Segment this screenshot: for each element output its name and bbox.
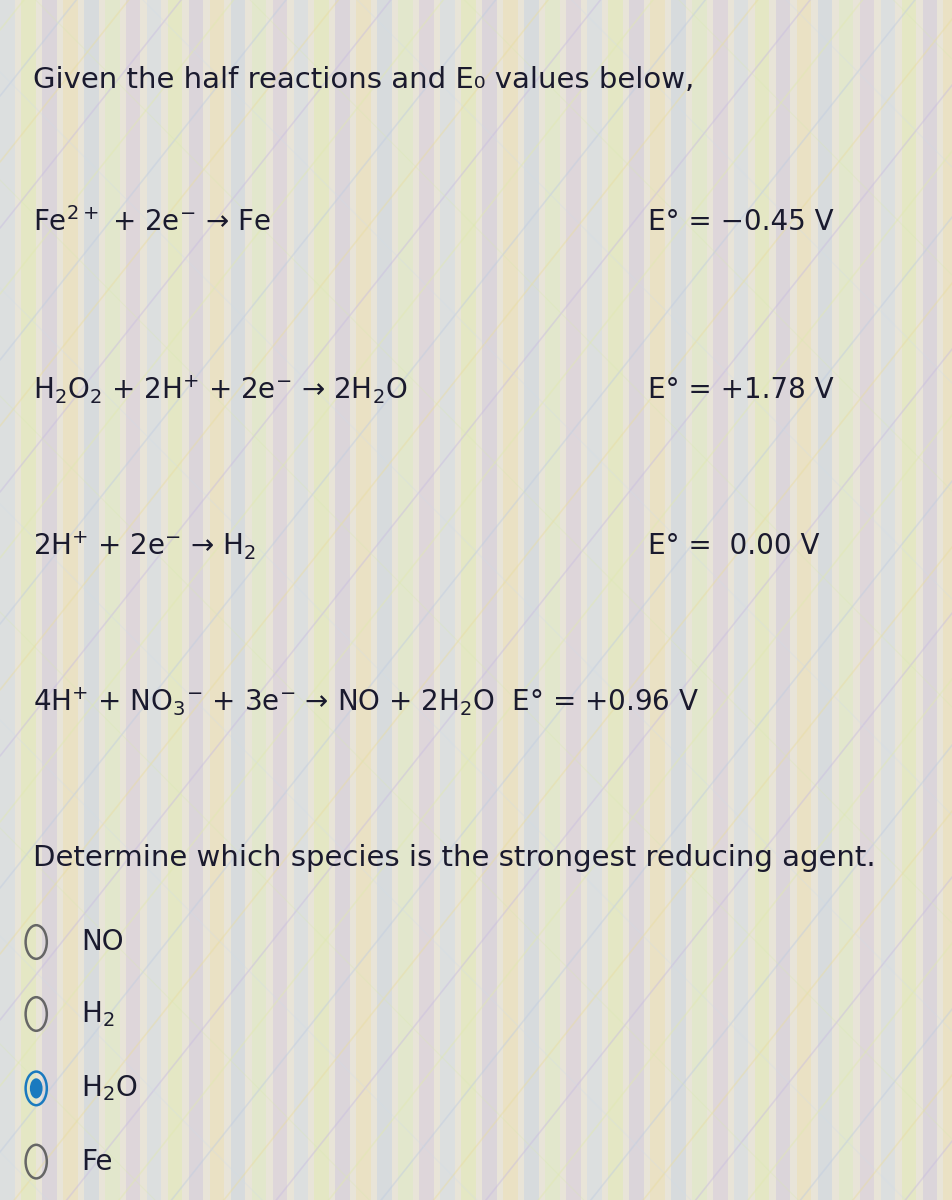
Text: E° = +1.78 V: E° = +1.78 V [647, 376, 833, 404]
Bar [293, 0, 307, 1200]
Bar [251, 0, 266, 1200]
Bar [63, 0, 77, 1200]
Bar [670, 0, 684, 1200]
Bar [209, 0, 224, 1200]
Bar [880, 0, 894, 1200]
Bar [733, 0, 747, 1200]
Bar [712, 0, 726, 1200]
Bar [503, 0, 517, 1200]
Bar [0, 0, 14, 1200]
Bar [314, 0, 328, 1200]
Bar [817, 0, 831, 1200]
Bar [942, 0, 952, 1200]
Bar [586, 0, 601, 1200]
Text: H$_2$O$_2$ + 2H$^{+}$ + 2e$^{-}$ → 2H$_2$O: H$_2$O$_2$ + 2H$^{+}$ + 2e$^{-}$ → 2H$_2… [33, 373, 407, 407]
Text: Fe$^{2+}$ + 2e$^{-}$ → Fe: Fe$^{2+}$ + 2e$^{-}$ → Fe [33, 208, 270, 236]
Text: E° =  0.00 V: E° = 0.00 V [647, 532, 819, 560]
Bar [272, 0, 287, 1200]
Bar [628, 0, 643, 1200]
Bar [901, 0, 915, 1200]
Text: H$_2$O: H$_2$O [81, 1074, 137, 1103]
Bar [796, 0, 810, 1200]
Bar [440, 0, 454, 1200]
Bar [126, 0, 140, 1200]
Bar [230, 0, 245, 1200]
Bar [754, 0, 768, 1200]
Bar [922, 0, 936, 1200]
Bar [482, 0, 496, 1200]
Bar [859, 0, 873, 1200]
Text: Given the half reactions and E₀ values below,: Given the half reactions and E₀ values b… [33, 66, 694, 94]
Bar [524, 0, 538, 1200]
Bar [545, 0, 559, 1200]
Bar [691, 0, 705, 1200]
Bar [188, 0, 203, 1200]
Bar [565, 0, 580, 1200]
Text: NO: NO [81, 928, 124, 956]
Bar [461, 0, 475, 1200]
Text: 2H$^{+}$ + 2e$^{-}$ → H$_2$: 2H$^{+}$ + 2e$^{-}$ → H$_2$ [33, 529, 256, 563]
Bar [21, 0, 35, 1200]
Bar [775, 0, 789, 1200]
Text: 4H$^{+}$ + NO$_3$$^{-}$ + 3e$^{-}$ → NO + 2H$_2$O  E° = +0.96 V: 4H$^{+}$ + NO$_3$$^{-}$ + 3e$^{-}$ → NO … [33, 685, 699, 719]
Bar [838, 0, 852, 1200]
Bar [105, 0, 119, 1200]
Bar [607, 0, 622, 1200]
Bar [168, 0, 182, 1200]
Bar [335, 0, 349, 1200]
Text: E° = −0.45 V: E° = −0.45 V [647, 208, 833, 236]
Bar [84, 0, 98, 1200]
Bar [356, 0, 370, 1200]
Bar [649, 0, 664, 1200]
Bar [398, 0, 412, 1200]
Text: Determine which species is the strongest reducing agent.: Determine which species is the strongest… [33, 844, 875, 872]
Text: H$_2$: H$_2$ [81, 1000, 114, 1028]
Bar [147, 0, 161, 1200]
Ellipse shape [30, 1079, 43, 1098]
Bar [377, 0, 391, 1200]
Bar [42, 0, 56, 1200]
Text: Fe: Fe [81, 1147, 112, 1176]
Bar [419, 0, 433, 1200]
